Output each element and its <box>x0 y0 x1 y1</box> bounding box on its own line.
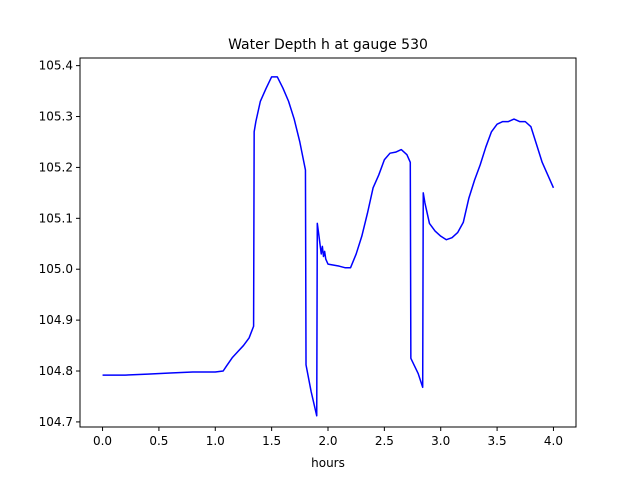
chart-title: Water Depth h at gauge 530 <box>228 37 428 53</box>
y-tick-label: 104.9 <box>39 313 73 327</box>
series-line-0 <box>102 76 555 417</box>
plot-frame <box>79 57 577 428</box>
x-tick-label: 4.0 <box>544 434 563 448</box>
y-tick-label: 105.4 <box>39 59 73 73</box>
y-tick-label: 104.8 <box>39 364 73 378</box>
plot-area <box>80 58 576 427</box>
series-layer <box>102 76 555 417</box>
x-tick-label: 0.5 <box>149 434 168 448</box>
y-tick-label: 105.0 <box>39 262 73 276</box>
x-tick-label: 1.5 <box>262 434 281 448</box>
x-tick-label: 2.5 <box>375 434 394 448</box>
y-tick-label: 105.2 <box>39 160 73 174</box>
x-tick-label: 3.5 <box>488 434 507 448</box>
x-tick-label: 1.0 <box>206 434 225 448</box>
x-tick-label: 0.0 <box>93 434 112 448</box>
y-tick-label: 105.1 <box>39 211 73 225</box>
x-tick-label: 2.0 <box>318 434 337 448</box>
x-axis-label: hours <box>311 456 345 470</box>
ticks-layer: 0.0 0.5 1.0 1.5 2.0 2.5 3.0 3.5 4.0 104.7 104.8 104… <box>39 59 563 448</box>
x-tick-label: 3.0 <box>431 434 450 448</box>
y-tick-label: 105.3 <box>39 110 73 124</box>
y-tick-label: 104.7 <box>39 415 73 429</box>
